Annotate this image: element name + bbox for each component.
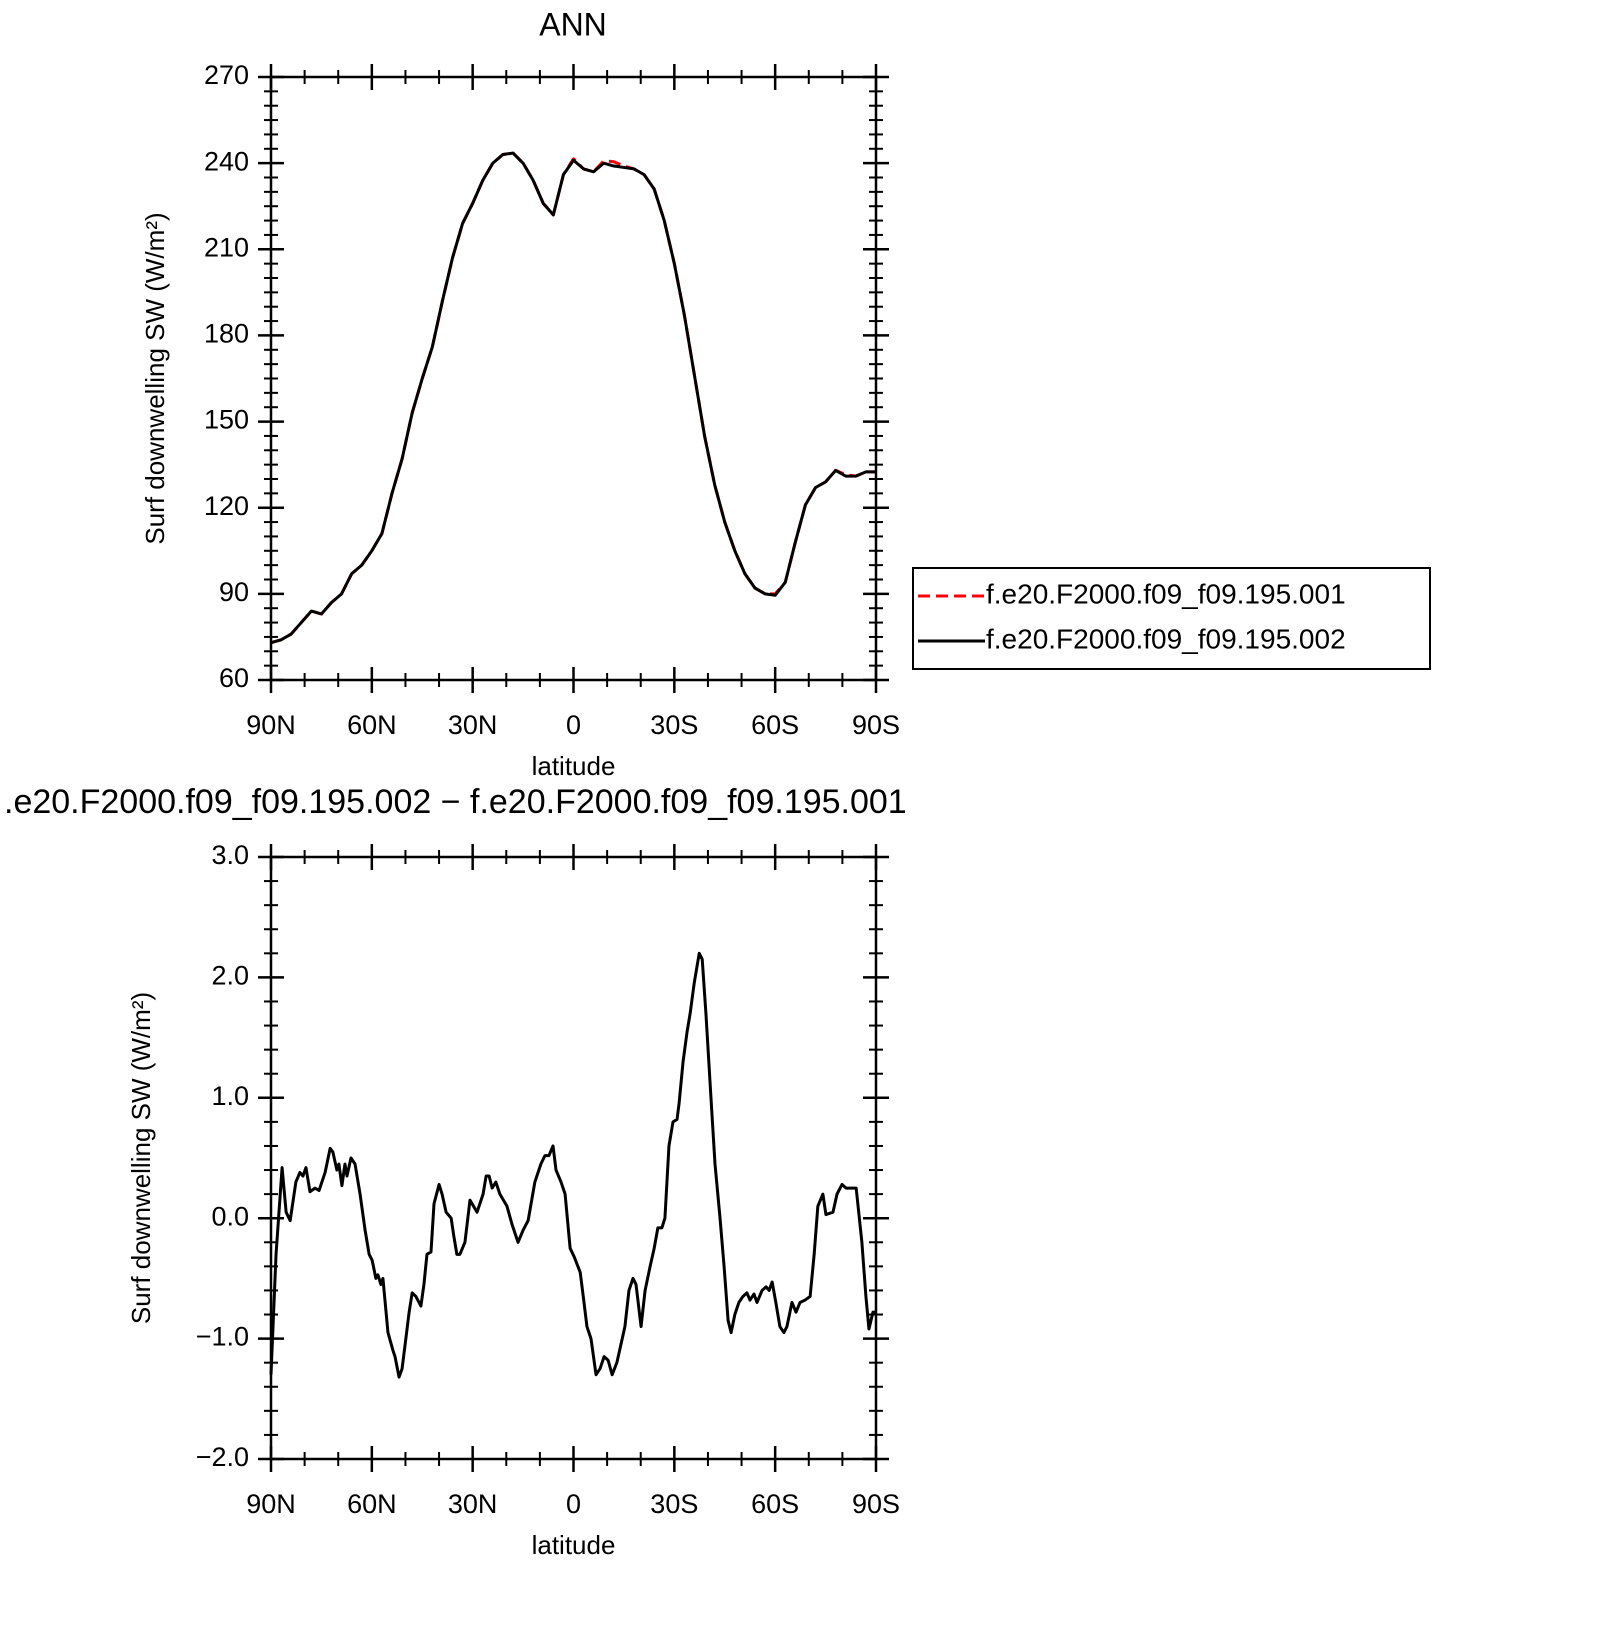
y-tick-label: 1.0 (211, 1081, 249, 1111)
series-line (270, 151, 876, 645)
legend-label: f.e20.F2000.f09_f09.195.002 (986, 623, 1346, 654)
chart-title: ANN (539, 6, 607, 42)
x-axis-label: latitude (532, 751, 616, 781)
x-tick-label: 90N (246, 710, 296, 740)
plot-frame (269, 855, 878, 1461)
y-axis-label: Surf downwelling SW (W/m²) (126, 992, 156, 1324)
legend-box (912, 567, 1431, 670)
y-tick-label: 150 (204, 405, 249, 435)
y-tick-label: 3.0 (211, 840, 249, 870)
plot-frame (269, 75, 878, 682)
x-tick-label: 30S (650, 1489, 698, 1519)
y-tick-label: −2.0 (196, 1442, 249, 1472)
x-tick-label: 0 (566, 1489, 581, 1519)
x-tick-label: 90S (852, 710, 900, 740)
y-tick-label: 60 (219, 663, 249, 693)
y-tick-label: 270 (204, 60, 249, 90)
y-tick-label: 120 (204, 491, 249, 521)
legend-label: f.e20.F2000.f09_f09.195.001 (986, 578, 1346, 609)
x-tick-label: 90S (852, 1489, 900, 1519)
y-axis-label: Surf downwelling SW (W/m²) (140, 212, 170, 544)
x-tick-label: 30N (448, 1489, 498, 1519)
x-tick-label: 0 (566, 710, 581, 740)
x-tick-label: 60S (751, 1489, 799, 1519)
x-tick-label: 30S (650, 710, 698, 740)
series-line (269, 951, 876, 1379)
x-tick-label: 60N (347, 710, 397, 740)
series-line (270, 151, 876, 645)
y-tick-label: 90 (219, 577, 249, 607)
x-tick-label: 60N (347, 1489, 397, 1519)
y-tick-label: 2.0 (211, 961, 249, 991)
x-axis-label: latitude (532, 1530, 616, 1560)
y-tick-label: −1.0 (196, 1322, 249, 1352)
y-tick-label: 240 (204, 146, 249, 176)
x-tick-label: 90N (246, 1489, 296, 1519)
y-tick-label: 180 (204, 319, 249, 349)
y-tick-label: 0.0 (211, 1201, 249, 1231)
y-tick-label: 210 (204, 232, 249, 262)
chart-title: .e20.F2000.f09_f09.195.002 − f.e20.F2000… (4, 783, 907, 821)
x-tick-label: 60S (751, 710, 799, 740)
x-tick-label: 30N (448, 710, 498, 740)
